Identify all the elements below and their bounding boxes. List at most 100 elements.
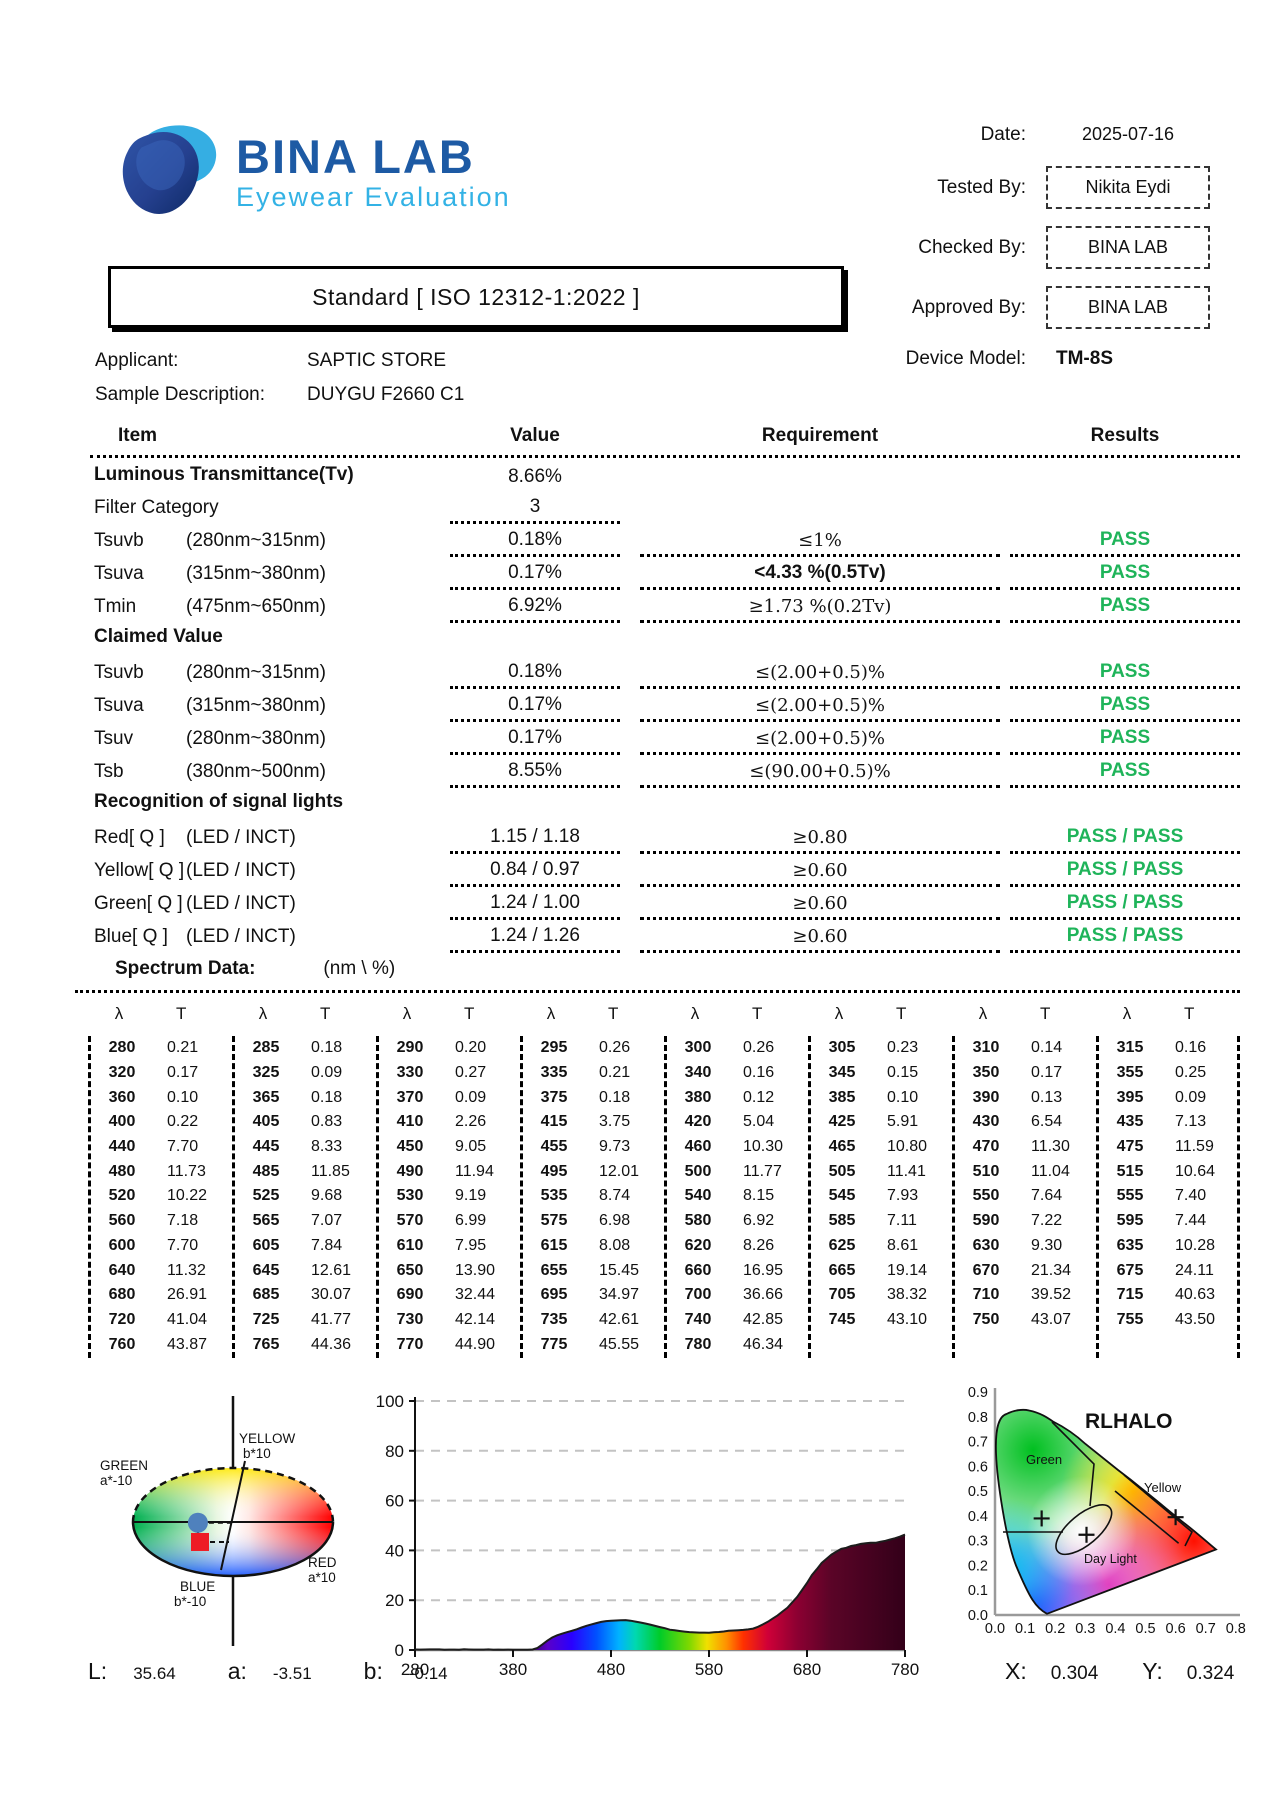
results-section-row: Claimed Value [90,623,1240,656]
results-data-row: Tsuvb(280nm~315nm)0.18%≤(2.00+0.5)%PASS [90,656,1240,689]
region-yellow-label: Yellow [1144,1480,1182,1495]
spectrum-header-row: λTλTλTλTλTλTλTλT [88,1004,1240,1024]
sample-label: Sample Description: [95,384,307,406]
standard-box: Standard [ ISO 12312-1:2022 ] [108,266,844,328]
svg-text:780: 780 [891,1660,919,1679]
spectrum-cell: 67524.11 [1099,1258,1237,1283]
cie-readout: X: 0.304 Y: 0.324 [1005,1658,1278,1685]
region-daylight-label: Day Light [1084,1552,1137,1566]
spectrum-cell: 6258.61 [811,1234,952,1259]
results-data-row: Tsuvb(280nm~315nm)0.18%≤1%PASS [90,524,1240,557]
cie-title: RLHALO [1085,1410,1173,1433]
spectrum-cell: 6057.84 [235,1234,376,1259]
spectrum-cell [1099,1332,1237,1357]
spectrum-col-header: λT [1096,1004,1240,1024]
results-data-row: Tsuva(315nm~380nm)0.17%<4.33 %(0.5Tv)PAS… [90,557,1240,590]
svg-text:0.7: 0.7 [1196,1621,1216,1637]
col-item: Item [118,425,440,455]
cie-chart-svg: 0.00.10.20.30.40.50.60.70.80.00.10.20.30… [938,1380,1282,1642]
svg-text:0.7: 0.7 [968,1435,988,1451]
svg-text:0.6: 0.6 [968,1459,988,1475]
spectrum-cell: 5309.19 [379,1184,520,1209]
spectrum-cell: 5806.92 [667,1209,808,1234]
results-table-header: Item Value Requirement Results [90,425,1240,458]
spectrum-cell: 51510.64 [1099,1159,1237,1184]
svg-text:0.2: 0.2 [1045,1621,1065,1637]
spectrum-cell: 71540.63 [1099,1283,1237,1308]
spectrum-cell: 68026.91 [91,1283,232,1308]
svg-text:0.4: 0.4 [968,1509,988,1525]
sample-row: Sample Description: DUYGU F2660 C1 [95,384,464,406]
label-yellow-axis: YELLOW [239,1431,296,1446]
label-green-axis: GREEN [100,1458,148,1473]
spectrum-cell: 3800.12 [667,1085,808,1110]
spectrum-cell: 76043.87 [91,1332,232,1357]
field-approved-by: Approved By: BINA LAB [826,286,1210,329]
spectrum-cell: 5756.98 [523,1209,664,1234]
spectrum-cell: 5907.22 [955,1209,1096,1234]
spectrum-cell: 65515.45 [523,1258,664,1283]
svg-text:0.3: 0.3 [1075,1621,1095,1637]
spectrum-cell: 71039.52 [955,1283,1096,1308]
field-tested-by: Tested By: Nikita Eydi [826,166,1210,209]
col-results: Results [1010,425,1240,455]
spectrum-cell: 5358.74 [523,1184,664,1209]
spectrum-cell: 3900.13 [955,1085,1096,1110]
spectrum-cell: 6158.08 [523,1234,664,1259]
results-data-row: Yellow[ Q ](LED / INCT)0.84 / 0.97≥0.60P… [90,854,1240,887]
svg-text:0.8: 0.8 [1226,1621,1246,1637]
spectrum-cell: 73542.61 [523,1308,664,1333]
spectrum-cell: 4102.26 [379,1110,520,1135]
spectrum-cell: 4255.91 [811,1110,952,1135]
checked-by-value: BINA LAB [1046,226,1210,269]
svg-text:0.6: 0.6 [1166,1621,1186,1637]
cie-chromaticity-chart: 0.00.10.20.30.40.50.60.70.80.00.10.20.30… [938,1380,1282,1647]
svg-text:0.9: 0.9 [968,1385,988,1401]
approved-by-label: Approved By: [826,297,1026,319]
spectrum-cell: 3850.10 [811,1085,952,1110]
field-device-model: Device Model: TM-8S [826,348,1210,370]
spectrum-cell: 3250.09 [235,1061,376,1086]
spectrum-cell: 5657.07 [235,1209,376,1234]
svg-text:580: 580 [695,1660,723,1679]
x-label: X: [1005,1658,1027,1685]
svg-text:60: 60 [385,1492,404,1511]
spectrum-cell: 4205.04 [667,1110,808,1135]
spectrum-cell: 3500.17 [955,1061,1096,1086]
spectrum-cell: 6309.30 [955,1234,1096,1259]
spectrum-cell: 5957.44 [1099,1209,1237,1234]
svg-text:380: 380 [499,1660,527,1679]
spectrum-cell: 3050.23 [811,1036,952,1061]
results-data-row: Tsuva(315nm~380nm)0.17%≤(2.00+0.5)%PASS [90,689,1240,722]
spectrum-cell: 50011.77 [667,1159,808,1184]
spectrum-cell: 69032.44 [379,1283,520,1308]
spectrum-cell: 47011.30 [955,1135,1096,1160]
spectrum-cell: 48511.85 [235,1159,376,1184]
spectrum-column: 2950.263350.213750.184153.754559.7349512… [520,1036,664,1358]
tested-by-label: Tested By: [826,177,1026,199]
applicant-label: Applicant: [95,350,307,372]
spectrum-cell: 3200.17 [91,1061,232,1086]
spectrum-cell: 67021.34 [955,1258,1096,1283]
label-yellow-scale: b*10 [243,1446,271,1461]
spectrum-cell: 5457.93 [811,1184,952,1209]
spectrum-cell: 4509.05 [379,1135,520,1160]
applicant-row: Applicant: SAPTIC STORE [95,350,446,372]
sample-value: DUYGU F2660 C1 [307,384,464,406]
spectrum-cell: 4458.33 [235,1135,376,1160]
spectrum-cell: 3150.16 [1099,1036,1237,1061]
spectrum-cell: 51011.04 [955,1159,1096,1184]
spectrum-cell: 77545.55 [523,1332,664,1357]
spectrum-cell: 5557.40 [1099,1184,1237,1209]
spectrum-cell: 3600.10 [91,1085,232,1110]
standard-title: Standard [ ISO 12312-1:2022 ] [312,284,640,311]
spectrum-cell: 5408.15 [667,1184,808,1209]
spectrum-cell: 6107.95 [379,1234,520,1259]
field-date: Date: 2025-07-16 [826,115,1210,154]
spectrum-cell: 4050.83 [235,1110,376,1135]
results-data-row: Filter Category3 [90,491,1240,524]
spectrum-column: 2850.183250.093650.184050.834458.3348511… [232,1036,376,1358]
spectrum-col-header: λT [952,1004,1096,1024]
svg-text:100: 100 [376,1392,404,1411]
svg-text:40: 40 [385,1541,404,1560]
